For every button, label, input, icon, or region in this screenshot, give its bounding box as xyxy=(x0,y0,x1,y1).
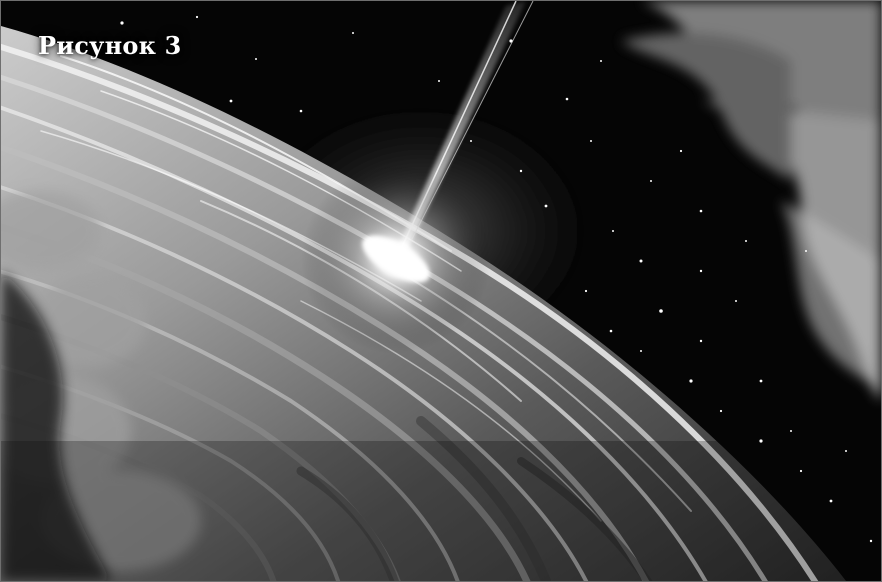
figure-caption: Рисунок 3 xyxy=(38,31,182,60)
nebula-clouds xyxy=(621,1,881,401)
star-field xyxy=(120,15,873,543)
